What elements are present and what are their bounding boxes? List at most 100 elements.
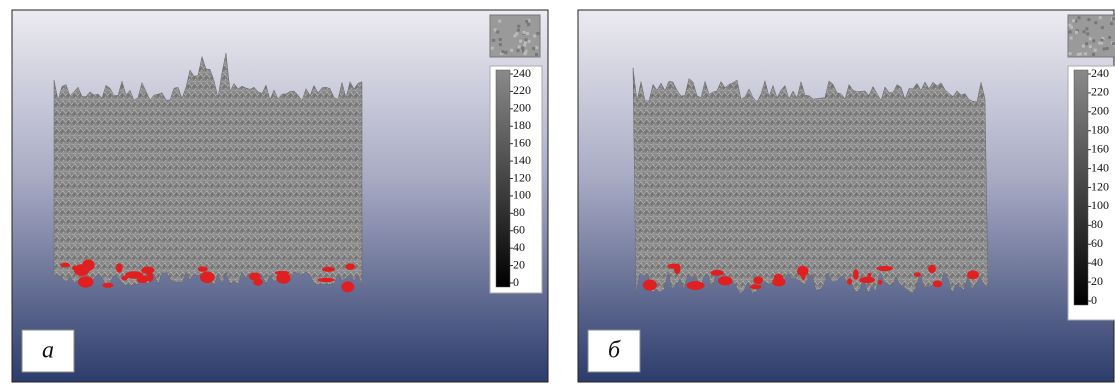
thumbnail-noise [1106, 47, 1109, 50]
thumbnail-noise [525, 20, 528, 23]
colorbar-tick-label: 60 [1091, 236, 1103, 250]
thumbnail-noise [499, 38, 502, 41]
colorbar-tick-label: 40 [1091, 255, 1103, 269]
red-region [341, 281, 354, 292]
red-region [718, 276, 733, 285]
colorbar [1074, 70, 1088, 305]
thumbnail-noise [1089, 37, 1092, 40]
figure: 240220200180160140120100806040200а240220… [0, 0, 1115, 385]
red-region [643, 280, 657, 291]
thumbnail-noise [526, 32, 529, 35]
figure-svg: 240220200180160140120100806040200а240220… [0, 0, 1115, 385]
thumbnail-noise [505, 51, 508, 54]
red-region [60, 263, 70, 268]
thumbnail-noise [1069, 52, 1072, 55]
thumbnail-noise [499, 43, 502, 46]
red-region [345, 263, 355, 270]
thumbnail-noise [1078, 16, 1081, 19]
red-region [867, 273, 871, 278]
thumbnail-noise [496, 31, 499, 34]
colorbar-tick-label: 240 [1091, 66, 1109, 80]
red-region [847, 278, 852, 284]
red-region [322, 267, 335, 272]
colorbar-tick-label: 0 [513, 275, 519, 289]
red-region [928, 265, 936, 273]
colorbar-tick-label: 20 [513, 257, 525, 271]
thumbnail-noise [524, 50, 527, 53]
thumbnail-noise [517, 25, 520, 28]
thumbnail-noise [1068, 24, 1071, 27]
red-region [137, 275, 149, 283]
colorbar-tick-label: 160 [1091, 141, 1109, 155]
red-region [750, 284, 762, 289]
thumbnail-noise [1085, 42, 1088, 45]
red-region [801, 272, 805, 280]
thumbnail-noise [1072, 19, 1075, 22]
panel-label: б [608, 338, 621, 364]
thumbnail-noise [1075, 31, 1078, 34]
thumbnail-noise [1092, 53, 1095, 56]
colorbar-tick-label: 0 [1091, 293, 1097, 307]
thumbnail-noise [492, 39, 495, 42]
thumbnail-noise [510, 49, 513, 52]
thumbnail-noise [523, 31, 526, 34]
colorbar-tick-label: 100 [1091, 198, 1109, 212]
colorbar-tick-label: 240 [513, 66, 531, 80]
colorbar-tick-label: 120 [513, 170, 531, 184]
thumbnail-noise [528, 40, 531, 43]
thumbnail-noise [521, 46, 524, 49]
thumbnail-noise [1101, 26, 1104, 29]
thumbnail-noise [1083, 30, 1086, 33]
thumbnail-noise [518, 45, 521, 48]
thumbnail-noise [515, 32, 518, 35]
red-region [116, 263, 123, 272]
colorbar [496, 70, 510, 287]
colorbar-tick-label: 220 [1091, 85, 1109, 99]
colorbar-tick-label: 40 [513, 240, 525, 254]
thumbnail-noise [1082, 45, 1085, 48]
thumbnail-noise [491, 47, 494, 50]
thumbnail-noise [1077, 53, 1080, 56]
thumbnail-noise [1099, 16, 1102, 19]
red-region [914, 272, 921, 277]
red-region [74, 264, 89, 276]
colorbar-tick-label: 180 [513, 118, 531, 132]
thumbnail-noise [536, 32, 539, 35]
thumbnail-noise [1070, 37, 1073, 40]
thumbnail-noise [533, 35, 536, 38]
red-region [877, 266, 893, 271]
colorbar-tick-label: 100 [513, 188, 531, 202]
red-region [667, 264, 678, 269]
thumbnail-noise [527, 23, 530, 26]
thumbnail-noise [1085, 27, 1088, 30]
thumbnail-noise [1098, 42, 1101, 45]
red-region [859, 277, 875, 283]
thumbnail-noise [525, 38, 528, 41]
thumbnail-noise [1094, 21, 1097, 24]
red-region [967, 270, 979, 279]
surface [633, 68, 988, 294]
red-region [878, 280, 882, 285]
red-region [687, 281, 705, 290]
colorbar-tick-label: 200 [513, 101, 531, 115]
thumbnail-noise [535, 53, 538, 56]
thumbnail-noise [498, 20, 501, 23]
red-region [253, 278, 263, 285]
thumbnail-noise [1087, 18, 1090, 21]
colorbar-tick-label: 200 [1091, 104, 1109, 118]
thumbnail-noise [524, 41, 527, 44]
red-region [711, 270, 724, 276]
colorbar-tick-label: 180 [1091, 123, 1109, 137]
thumbnail-noise [519, 40, 522, 43]
thumbnail-noise [1094, 49, 1097, 52]
colorbar-tick-label: 120 [1091, 179, 1109, 193]
red-region [276, 273, 290, 284]
thumbnail-noise [1101, 39, 1104, 42]
colorbar-tick-label: 60 [513, 223, 525, 237]
thumbnail-noise [532, 47, 535, 50]
thumbnail-noise [535, 46, 538, 49]
colorbar-tick-label: 80 [513, 205, 525, 219]
thumbnail-noise [1103, 47, 1106, 50]
